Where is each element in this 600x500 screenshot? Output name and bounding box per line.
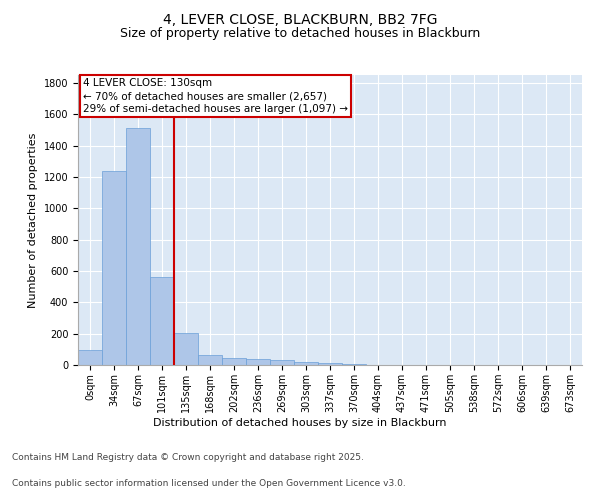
Text: Contains HM Land Registry data © Crown copyright and database right 2025.: Contains HM Land Registry data © Crown c… <box>12 454 364 462</box>
Bar <box>198 355 222 365</box>
Bar <box>294 362 318 365</box>
Text: Contains public sector information licensed under the Open Government Licence v3: Contains public sector information licen… <box>12 478 406 488</box>
Bar <box>342 364 366 365</box>
Bar <box>102 170 126 365</box>
Y-axis label: Number of detached properties: Number of detached properties <box>28 132 38 308</box>
Bar <box>270 360 294 365</box>
Bar <box>222 358 246 365</box>
Bar <box>318 364 342 365</box>
Text: 4, LEVER CLOSE, BLACKBURN, BB2 7FG: 4, LEVER CLOSE, BLACKBURN, BB2 7FG <box>163 12 437 26</box>
Bar <box>246 358 270 365</box>
Bar <box>174 333 198 365</box>
Text: Size of property relative to detached houses in Blackburn: Size of property relative to detached ho… <box>120 28 480 40</box>
Bar <box>126 128 150 365</box>
Bar <box>78 350 102 365</box>
Bar <box>150 277 174 365</box>
Text: 4 LEVER CLOSE: 130sqm
← 70% of detached houses are smaller (2,657)
29% of semi-d: 4 LEVER CLOSE: 130sqm ← 70% of detached … <box>83 78 348 114</box>
Text: Distribution of detached houses by size in Blackburn: Distribution of detached houses by size … <box>153 418 447 428</box>
